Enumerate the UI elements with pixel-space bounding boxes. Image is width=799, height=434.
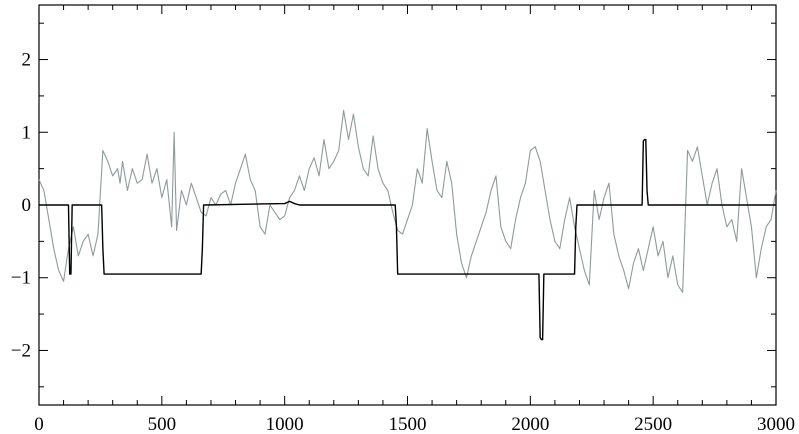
x-tick-label: 2500: [634, 414, 672, 434]
y-tick-label: −1: [11, 268, 31, 289]
y-tick-label: 0: [22, 195, 32, 216]
y-tick-label: 1: [22, 122, 32, 143]
x-tick-label: 3000: [757, 414, 795, 434]
tick-label-layer: 0 500 1000 1500 2000 2500 3000 −2 −1 0 1 2: [11, 50, 795, 434]
y-tick-label: 2: [22, 50, 32, 71]
series-line-1: [38, 109, 777, 293]
series-layer: [38, 109, 777, 341]
tick-layer: [38, 5, 777, 405]
x-tick-label: 1500: [389, 414, 427, 434]
x-tick-label: 500: [148, 414, 177, 434]
x-tick-label: 2000: [511, 414, 549, 434]
x-tick-label: 0: [34, 414, 44, 434]
y-tick-label: −2: [11, 340, 31, 361]
x-tick-label: 1000: [266, 414, 304, 434]
series-line-2: [39, 138, 776, 341]
